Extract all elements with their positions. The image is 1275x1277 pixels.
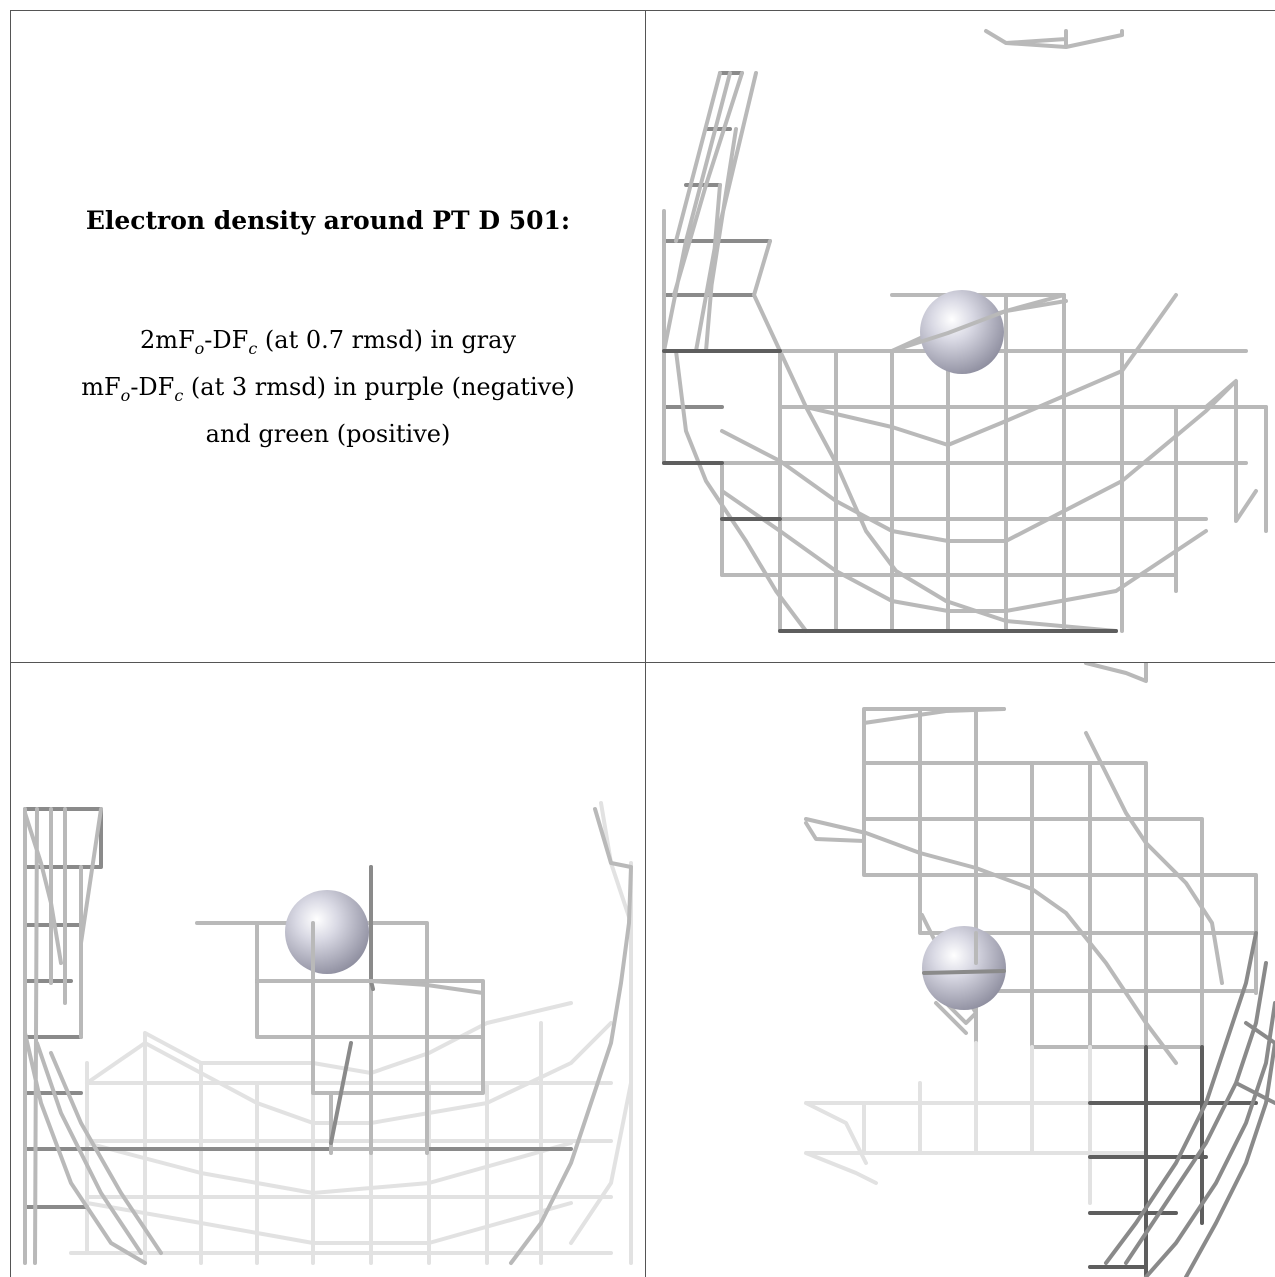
density-mesh-bottom-right <box>804 663 1275 1277</box>
density-mesh-top-right <box>662 29 1268 633</box>
caption-line-mfo: mFo-DFc (at 3 rmsd) in purple (negative) <box>81 372 575 405</box>
table-divider-vertical <box>645 10 646 1277</box>
caption-body: 2mFo-DFc (at 0.7 rmsd) in gray mFo-DFc (… <box>11 321 645 453</box>
caption-line-green: and green (positive) <box>205 419 451 448</box>
table-divider-horizontal <box>10 662 1275 663</box>
density-mesh-bottom-left <box>23 801 633 1265</box>
density-view-bottom-left <box>11 663 645 1277</box>
caption-panel: Electron density around PT D 501: 2mFo-D… <box>11 11 645 662</box>
pt-atom-sphere <box>920 290 1004 374</box>
table-border-top <box>10 10 1275 11</box>
table-border-left <box>10 10 11 1277</box>
density-view-bottom-right <box>646 663 1275 1277</box>
density-view-top-right <box>646 11 1275 662</box>
caption-title: Electron density around PT D 501: <box>85 206 571 235</box>
pt-atom-sphere <box>285 890 369 974</box>
pt-atom-sphere <box>922 926 1006 1010</box>
caption-line-2mfo: 2mFo-DFc (at 0.7 rmsd) in gray <box>139 326 517 358</box>
